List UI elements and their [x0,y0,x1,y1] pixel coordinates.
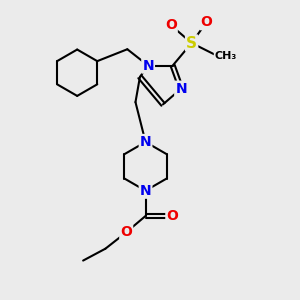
Text: N: N [140,135,152,149]
Text: O: O [165,18,177,32]
Text: N: N [140,184,152,198]
Text: O: O [167,209,178,223]
Text: O: O [120,225,132,239]
Text: N: N [175,82,187,96]
Text: CH₃: CH₃ [215,51,237,62]
Text: S: S [186,35,197,50]
Text: O: O [200,15,212,29]
Text: N: N [142,58,154,73]
